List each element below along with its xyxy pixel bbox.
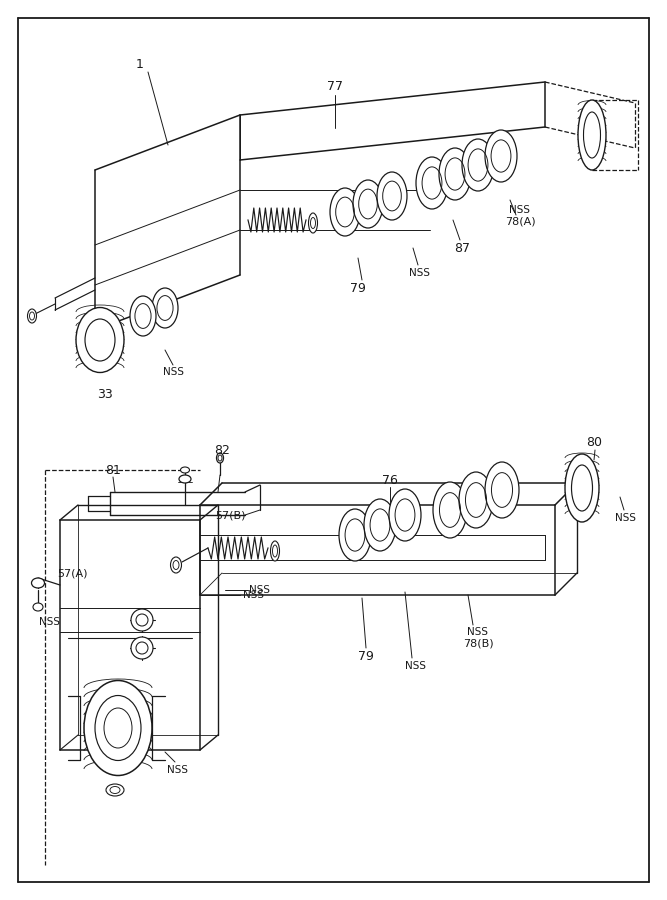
Ellipse shape [485, 462, 519, 518]
Text: 76: 76 [382, 473, 398, 487]
Text: 57(B): 57(B) [215, 510, 245, 520]
Ellipse shape [179, 475, 191, 483]
Text: NSS: NSS [249, 585, 271, 595]
Ellipse shape [416, 157, 448, 209]
Text: 87: 87 [454, 241, 470, 255]
Ellipse shape [459, 472, 493, 528]
Ellipse shape [339, 509, 371, 561]
Text: NSS: NSS [614, 513, 636, 523]
Ellipse shape [330, 188, 360, 236]
Ellipse shape [130, 296, 156, 336]
Ellipse shape [485, 130, 517, 182]
Ellipse shape [217, 453, 223, 463]
Text: 77: 77 [327, 80, 343, 94]
Ellipse shape [309, 213, 317, 233]
Text: 1: 1 [136, 58, 144, 70]
Ellipse shape [31, 578, 45, 588]
Text: 33: 33 [97, 388, 113, 400]
Ellipse shape [84, 680, 152, 776]
Ellipse shape [389, 489, 421, 541]
Ellipse shape [181, 467, 189, 473]
Text: NSS: NSS [406, 661, 426, 671]
Ellipse shape [271, 541, 279, 561]
Text: NSS: NSS [410, 268, 430, 278]
Ellipse shape [578, 100, 606, 170]
Text: 82: 82 [214, 444, 230, 456]
Ellipse shape [565, 454, 599, 522]
Ellipse shape [27, 309, 37, 323]
Ellipse shape [377, 172, 407, 220]
Text: NSS: NSS [510, 205, 530, 215]
Ellipse shape [171, 557, 181, 573]
Ellipse shape [439, 148, 471, 200]
Text: 78(B): 78(B) [463, 639, 494, 649]
Text: NSS: NSS [468, 627, 488, 637]
Text: 80: 80 [586, 436, 602, 449]
Text: NSS: NSS [39, 617, 61, 627]
Ellipse shape [131, 609, 153, 631]
Ellipse shape [131, 637, 153, 659]
Text: 57(A): 57(A) [57, 568, 87, 578]
Ellipse shape [462, 139, 494, 191]
Ellipse shape [152, 288, 178, 328]
Ellipse shape [433, 482, 467, 538]
Text: NSS: NSS [167, 765, 189, 775]
Ellipse shape [364, 499, 396, 551]
Text: 79: 79 [350, 282, 366, 294]
Ellipse shape [106, 784, 124, 796]
Text: 78(A): 78(A) [505, 217, 536, 227]
Text: NSS: NSS [243, 590, 263, 600]
Ellipse shape [33, 603, 43, 611]
Text: NSS: NSS [163, 367, 183, 377]
Text: 79: 79 [358, 650, 374, 662]
Ellipse shape [353, 180, 383, 228]
Text: 81: 81 [105, 464, 121, 476]
Ellipse shape [76, 308, 124, 373]
